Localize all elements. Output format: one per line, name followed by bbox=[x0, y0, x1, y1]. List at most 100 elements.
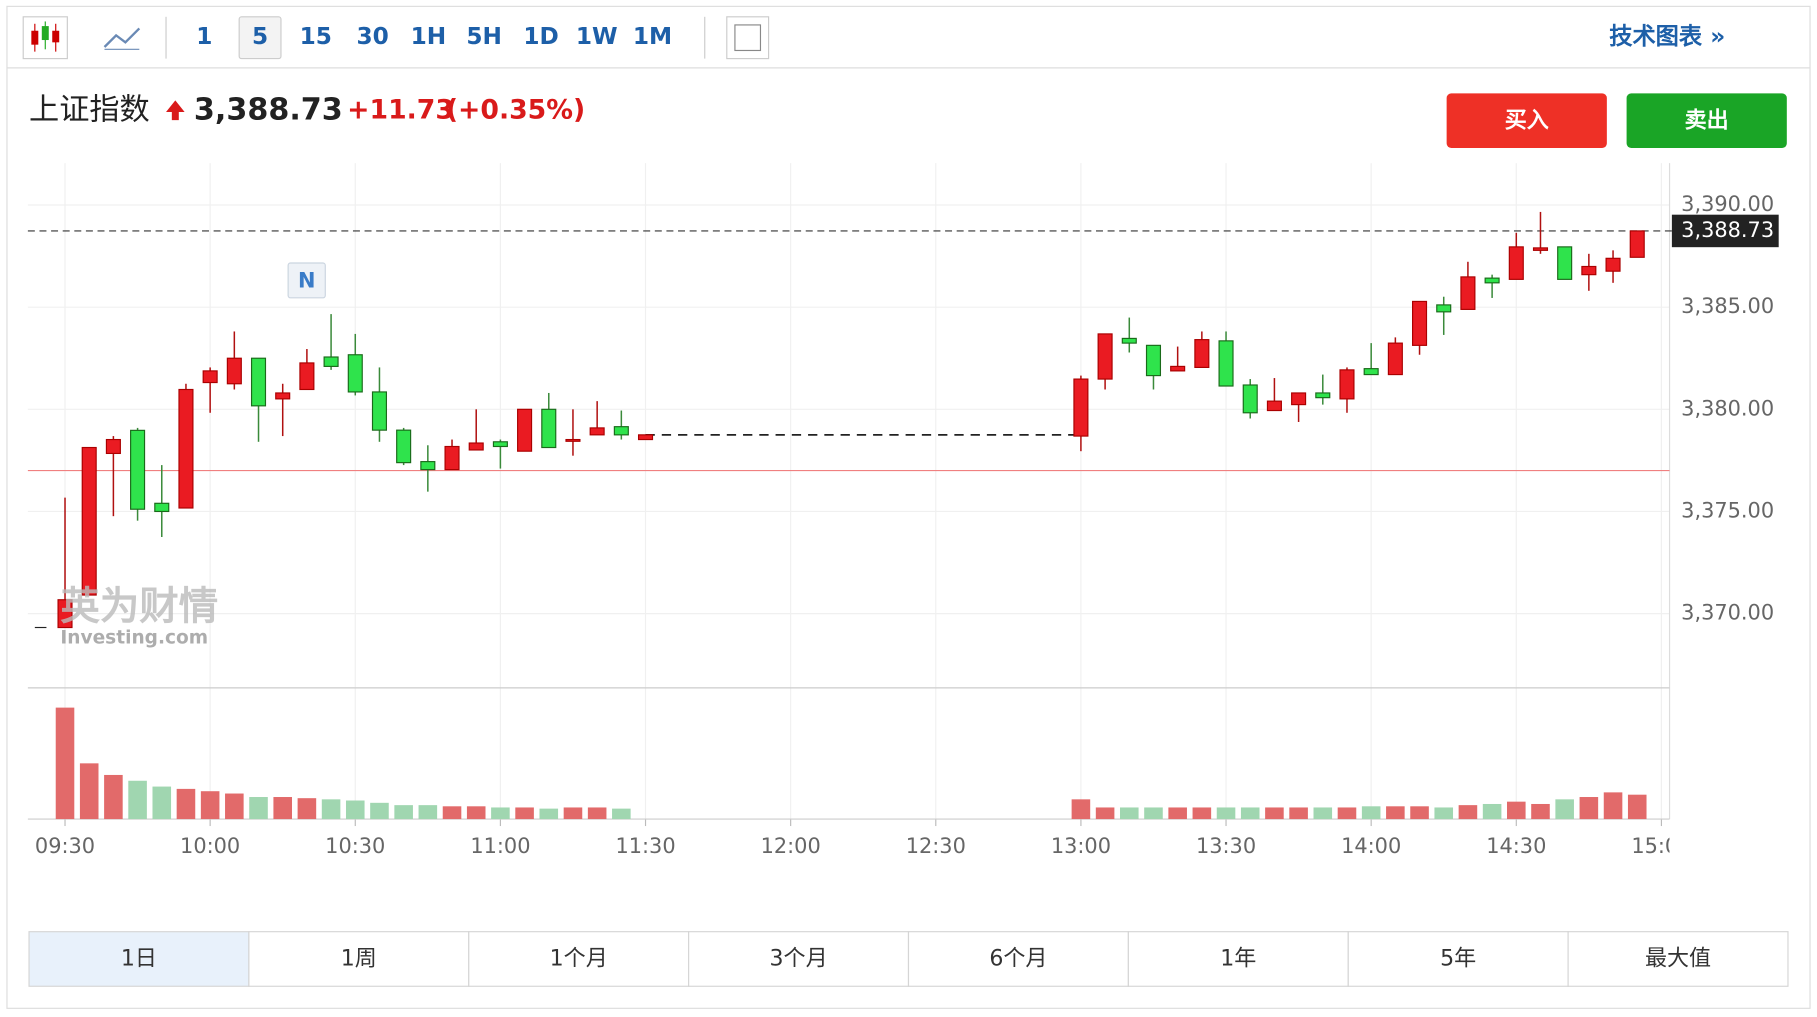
interval-button[interactable]: 1H bbox=[411, 23, 447, 50]
volume-bar bbox=[466, 806, 486, 820]
interval-selected bbox=[238, 16, 282, 60]
volume-bar bbox=[1071, 799, 1091, 820]
x-tick-label: 11:00 bbox=[470, 834, 530, 858]
range-tab-label[interactable]: 5年 bbox=[1440, 947, 1476, 972]
candle-body bbox=[565, 438, 581, 442]
range-tab-label[interactable]: 6个月 bbox=[989, 947, 1047, 972]
candle-body bbox=[1218, 340, 1234, 387]
volume-bar bbox=[1361, 806, 1381, 820]
sell-label[interactable]: 卖出 bbox=[1685, 107, 1729, 133]
candle-body bbox=[1557, 246, 1573, 280]
range-tab-label[interactable]: 1周 bbox=[341, 947, 377, 972]
tech-chart-link[interactable]: 技术图表 » bbox=[1609, 23, 1725, 50]
candle-body bbox=[1411, 300, 1428, 346]
volume-bar bbox=[1313, 807, 1333, 820]
interval-button[interactable]: 1 bbox=[196, 23, 212, 50]
range-tab[interactable] bbox=[1567, 931, 1789, 987]
volume-bar bbox=[1216, 807, 1236, 820]
x-tick-label: 13:00 bbox=[1051, 834, 1111, 858]
interval-button[interactable]: 1D bbox=[523, 23, 558, 50]
volume-bar bbox=[345, 800, 365, 820]
volume-bar bbox=[1289, 807, 1308, 820]
interval-button[interactable]: 5H bbox=[466, 23, 502, 50]
volume-bar bbox=[1337, 807, 1357, 820]
settings-glyph bbox=[734, 24, 762, 52]
volume-bar bbox=[1386, 806, 1405, 820]
candle-body bbox=[1629, 230, 1645, 258]
volume-bar bbox=[1458, 805, 1478, 820]
sell-button[interactable] bbox=[1626, 93, 1787, 149]
candle-body bbox=[1170, 365, 1186, 372]
volume-bar bbox=[491, 807, 510, 820]
range-tab-label[interactable]: 3个月 bbox=[770, 947, 828, 972]
volume-bar bbox=[1168, 807, 1187, 820]
volume-bar bbox=[273, 797, 292, 820]
candle-body bbox=[1242, 384, 1258, 414]
volume-bar bbox=[1434, 807, 1454, 820]
range-tab-label[interactable]: 1个月 bbox=[550, 947, 608, 972]
candle-icon[interactable] bbox=[22, 16, 68, 60]
candle-body bbox=[492, 441, 508, 448]
watermark-sub: Investing.com bbox=[60, 627, 208, 648]
candle-body bbox=[1145, 344, 1162, 377]
line-icon[interactable] bbox=[103, 27, 141, 48]
candle-body bbox=[1121, 337, 1137, 344]
buy-label[interactable]: 买入 bbox=[1505, 108, 1549, 133]
candle-body bbox=[1194, 339, 1210, 369]
icon-body bbox=[52, 30, 60, 43]
price: 3,388.73 bbox=[194, 92, 343, 127]
volume-bar bbox=[152, 786, 172, 820]
candle-body bbox=[1436, 304, 1452, 313]
volume-bar bbox=[297, 798, 317, 820]
buy-button[interactable] bbox=[1446, 93, 1607, 149]
news-marker[interactable] bbox=[287, 262, 326, 299]
volume-bar bbox=[612, 808, 631, 820]
volume-bar bbox=[1265, 807, 1284, 820]
candle-body bbox=[1484, 277, 1500, 284]
candle-body bbox=[1387, 342, 1403, 376]
volume-bar bbox=[370, 802, 389, 820]
frame bbox=[6, 5, 1811, 1009]
volume-bar bbox=[55, 707, 75, 820]
watermark: 英为财情 bbox=[60, 583, 218, 629]
x-tick-label: 14:30 bbox=[1486, 834, 1546, 858]
volume-bar bbox=[249, 797, 268, 820]
candle-body bbox=[202, 370, 218, 384]
volume-bar bbox=[1119, 807, 1139, 820]
candle-body bbox=[1291, 392, 1307, 406]
instrument-name: 上证指数 bbox=[29, 92, 150, 127]
candle-body bbox=[517, 408, 533, 452]
range-tab[interactable] bbox=[28, 931, 250, 987]
candle-body bbox=[154, 502, 170, 513]
candle-body bbox=[420, 461, 436, 471]
x-tick-label: 12:30 bbox=[906, 834, 966, 858]
volume-bar bbox=[1095, 807, 1115, 820]
volume-bar bbox=[1482, 803, 1502, 820]
interval-button[interactable]: 15 bbox=[300, 23, 332, 50]
range-tab-label[interactable]: 1年 bbox=[1220, 947, 1256, 972]
range-tab-label[interactable]: 1日 bbox=[121, 947, 157, 972]
volume-bar bbox=[539, 808, 559, 820]
settings-icon[interactable] bbox=[726, 16, 770, 60]
range-tab[interactable] bbox=[688, 931, 910, 987]
last-price-box bbox=[1671, 214, 1779, 248]
range-tab[interactable] bbox=[248, 931, 470, 987]
candle-body bbox=[444, 445, 460, 471]
interval-button[interactable]: 5 bbox=[252, 23, 268, 50]
y-tick-label: 3,375.00 bbox=[1681, 498, 1774, 522]
x-tick-label: 10:00 bbox=[180, 834, 240, 858]
interval-button[interactable]: 1M bbox=[633, 23, 672, 50]
interval-button[interactable]: 30 bbox=[357, 23, 389, 50]
x-tick-label: 10:30 bbox=[325, 834, 385, 858]
news-marker-label[interactable]: N bbox=[298, 269, 315, 293]
x-tick-label: 11:30 bbox=[615, 834, 675, 858]
range-tab-label[interactable]: 最大值 bbox=[1645, 947, 1711, 972]
candle-body bbox=[1581, 265, 1597, 276]
interval-button[interactable]: 1W bbox=[576, 23, 618, 50]
volume-bar bbox=[1507, 801, 1526, 820]
range-tab[interactable] bbox=[1347, 931, 1569, 987]
candle-body bbox=[1508, 246, 1524, 280]
candle-body bbox=[541, 408, 557, 449]
volume-bar bbox=[563, 807, 583, 820]
candle-body bbox=[323, 356, 339, 367]
